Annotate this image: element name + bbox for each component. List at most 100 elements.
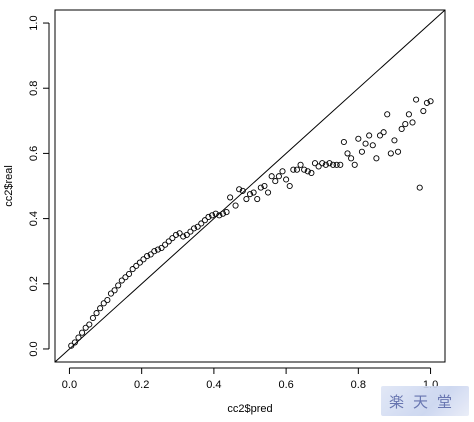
data-point [427,98,434,105]
data-point [169,235,176,242]
y-tick-label: 0.4 [28,211,40,226]
data-point [387,150,394,157]
data-point [219,210,226,217]
data-point [322,161,329,168]
data-point [405,111,412,118]
data-point [311,160,319,167]
y-tick-label: 0.8 [28,81,40,96]
data-point [71,339,78,346]
data-point [144,253,151,260]
data-point [330,161,337,168]
data-point [122,274,129,281]
data-point [223,209,230,216]
data-point [391,137,398,144]
x-tick-label: 0.0 [62,379,77,391]
data-point [344,150,351,157]
data-point [366,132,373,139]
data-point [380,129,387,136]
data-point [340,138,347,146]
data-point [111,287,118,294]
y-tick-label: 0.2 [28,276,40,291]
data-point [239,187,246,194]
data-point [209,212,216,219]
y-tick-label: 1.0 [28,15,40,30]
data-point [232,202,239,209]
data-point [136,259,143,266]
data-point [398,125,405,133]
x-tick-label: 0.8 [351,379,366,391]
y-tick-label: 0.0 [28,341,40,356]
data-point [140,256,147,263]
data-point [68,342,75,349]
data-point [190,225,198,232]
data-point [319,160,326,167]
data-point [198,220,205,227]
data-point [308,169,315,177]
data-point [86,321,93,328]
x-tick-label: 0.6 [278,379,293,391]
data-point [216,212,223,219]
data-point [172,231,180,238]
data-point [79,329,86,336]
data-point [257,184,264,191]
data-point [402,121,409,128]
data-point [373,155,380,162]
data-point [201,217,208,224]
watermark-glyph: 天 [413,393,429,411]
data-point [272,178,279,185]
data-point [187,228,194,235]
data-point [212,210,219,217]
data-point [423,99,430,106]
data-point [348,155,355,162]
data-point [283,176,290,183]
y-axis-title: cc2$real [3,165,15,207]
data-point [376,132,384,139]
data-point [333,161,340,168]
data-point [409,119,416,126]
data-point [227,194,234,201]
data-point [337,161,344,168]
data-point [89,314,96,322]
data-point [93,310,100,317]
x-tick-label: 0.4 [206,379,221,391]
data-point [158,244,165,251]
data-point [301,166,308,173]
data-point [129,266,136,273]
data-point [104,297,111,304]
data-point [268,173,275,180]
data-point [297,161,304,168]
data-point [147,251,154,258]
data-point [75,334,82,341]
data-point [176,230,183,237]
watermark-logo: 楽 天 堂 [381,386,469,416]
data-point [250,189,257,196]
data-point [290,166,297,173]
data-point [133,262,140,269]
data-point [165,238,172,245]
data-point [194,223,201,230]
data-point [265,189,272,196]
watermark-glyph: 楽 [389,393,405,411]
plot-box [54,9,446,363]
data-point [395,148,402,155]
reference-line [54,9,446,363]
data-point [118,277,125,284]
data-point [304,168,311,175]
data-point [358,148,365,155]
data-point [279,168,286,175]
data-point [97,305,104,312]
x-axis-title: cc2$pred [227,403,272,415]
data-point [293,166,300,173]
data-point [180,233,187,240]
data-point [183,231,190,238]
data-point [275,173,282,180]
data-point [355,135,362,142]
data-point [254,195,261,203]
data-point [261,182,268,190]
data-point [236,186,243,193]
data-point [151,248,158,255]
data-point [205,213,212,221]
data-point [286,182,293,190]
data-point [162,241,169,248]
